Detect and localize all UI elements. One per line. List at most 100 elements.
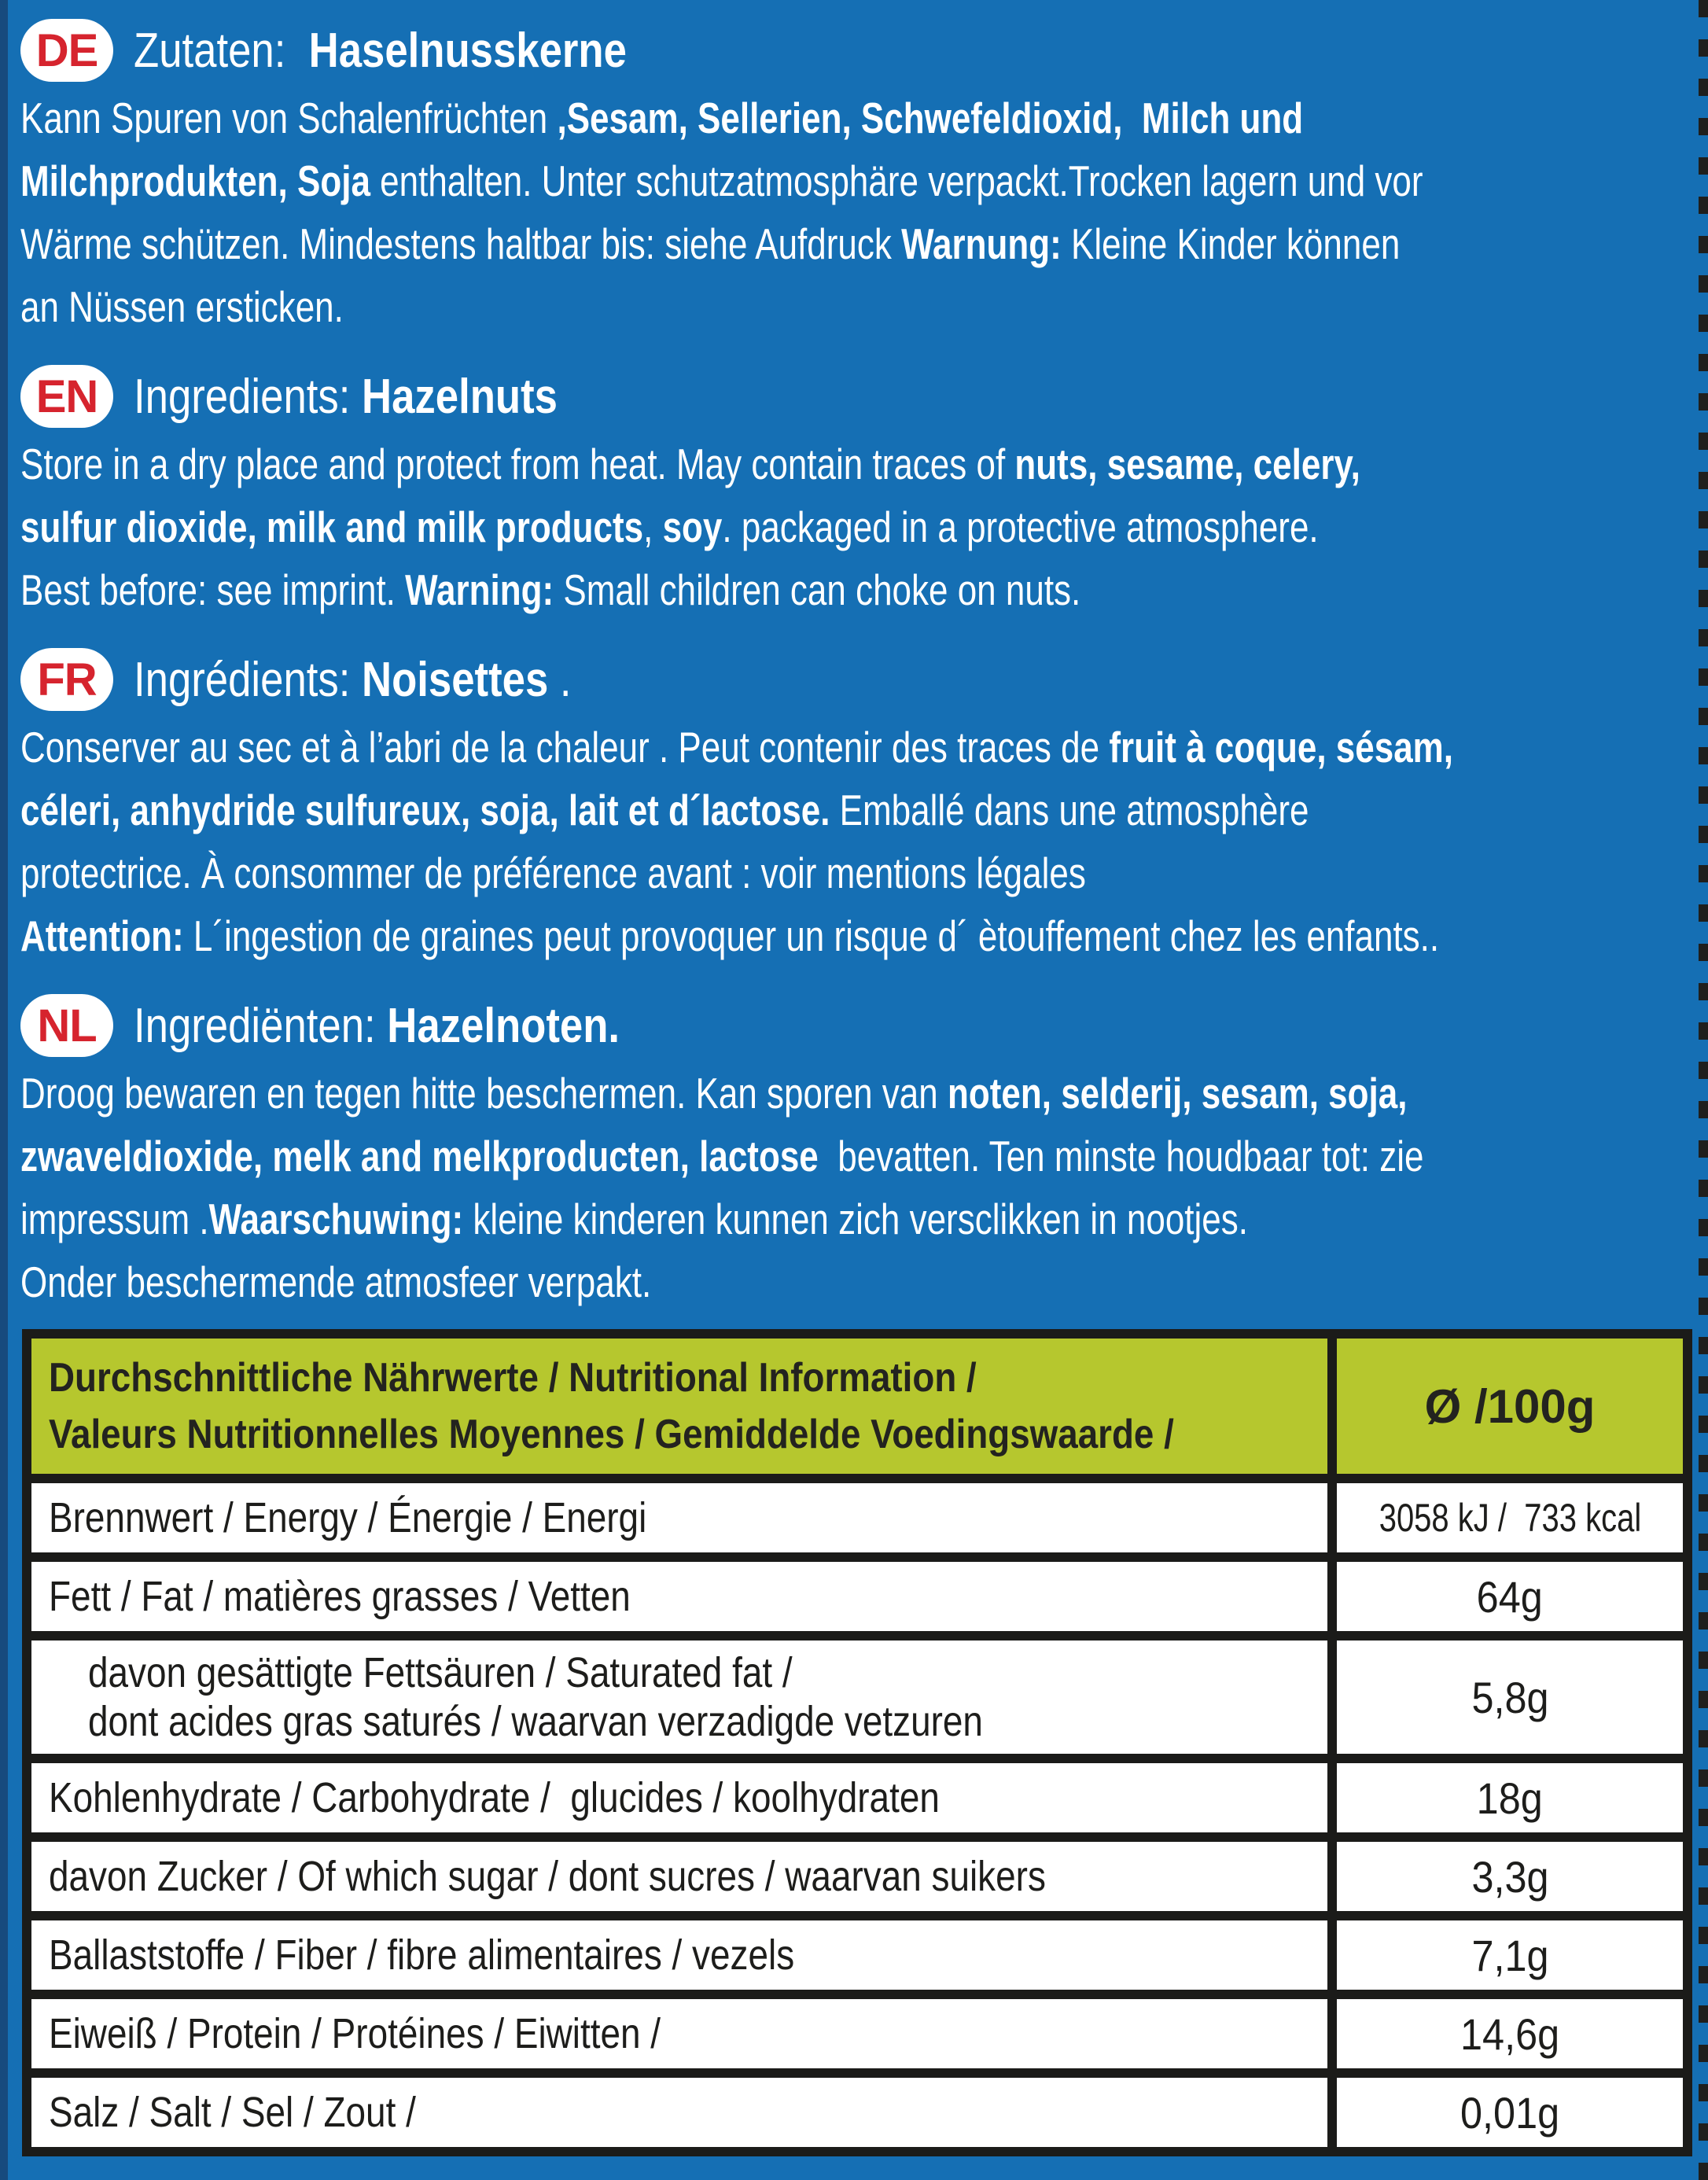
nutrition-value-text: 5,8g xyxy=(1471,1672,1549,1722)
nutrition-value: 3058 kJ / 733 kcal xyxy=(1327,1483,1683,1552)
bold-text-run: Hazelnuts xyxy=(362,369,558,424)
nutrition-value-text: 64g xyxy=(1476,1571,1544,1622)
ingredient-paragraph-line: Milchprodukten, Soja enthalten. Unter sc… xyxy=(20,149,1423,212)
heading-row-en: EN Ingredients: Hazelnuts xyxy=(20,360,1688,433)
text-run: , xyxy=(643,503,663,551)
text-run: Store in a dry place and protect from he… xyxy=(20,440,1015,488)
ingredients-heading: Ingrédients: Noisettes . xyxy=(134,652,572,708)
ingredient-paragraph-line: Kann Spuren von Schalenfrüchten ,Sesam, … xyxy=(20,87,1354,149)
bold-text-run: ,Sesam, Sellerien, Schwefeldioxid, Milch… xyxy=(557,94,1304,142)
text-run: bevatten. Ten minste houdbaar tot: zie xyxy=(818,1132,1424,1180)
text-run: Wärme schützen. Mindestens haltbar bis: … xyxy=(20,219,902,268)
heading-row-nl: NL Ingrediënten: Hazelnoten. xyxy=(20,989,1688,1062)
section-fr: FR Ingrédients: Noisettes . Conserver au s… xyxy=(20,643,1688,967)
nutrition-value: 7,1g xyxy=(1327,1920,1683,1990)
nutrition-header-line-1: Durchschnittliche Nährwerte / Nutritiona… xyxy=(49,1355,977,1401)
text-run: Droog bewaren en tegen hitte beschermen.… xyxy=(20,1069,948,1118)
text-run: Best before: see imprint. xyxy=(20,565,406,614)
bold-text-run: céleri, anhydride sulfureux, soja, lait … xyxy=(20,786,830,834)
nutrition-value-text: 18g xyxy=(1476,1773,1544,1823)
ingredients-heading: Ingrediënten: Hazelnoten. xyxy=(134,998,620,1054)
text-run: L´ingestion de graines peut provoquer un… xyxy=(183,911,1440,960)
nutrition-value-text: 3058 kJ / 733 kcal xyxy=(1379,1496,1641,1540)
nutrition-header-line-2: Valeurs Nutritionnelles Moyennes / Gemid… xyxy=(49,1412,1174,1457)
nutrition-label: Brennwert / Energy / Énergie / Energi xyxy=(31,1483,1327,1552)
ingredient-paragraph-line: an Nüssen ersticken. xyxy=(20,275,1354,338)
text-run: enthalten. Unter schutzatmosphäre verpac… xyxy=(370,157,1423,205)
text-run: Ingrédients: xyxy=(134,652,363,707)
ingredient-paragraph-line: Wärme schützen. Mindestens haltbar bis: … xyxy=(20,212,1400,275)
nutrition-row: davon Zucker / Of which sugar / dont suc… xyxy=(31,1832,1683,1911)
ingredient-paragraph-line: Onder beschermende atmosfeer verpakt. xyxy=(20,1250,1354,1313)
text-run: Small children can choke on nuts. xyxy=(554,565,1081,614)
ingredient-paragraph-line: Conserver au sec et à l’abri de la chale… xyxy=(20,716,1453,779)
ingredient-paragraph-line: Droog bewaren en tegen hitte beschermen.… xyxy=(20,1062,1407,1125)
ingredient-paragraph-line: Best before: see imprint. Warning: Small… xyxy=(20,558,1354,621)
nutrition-value: 0,01g xyxy=(1327,2078,1683,2147)
text-run: Conserver au sec et à l’abri de la chale… xyxy=(20,723,1110,771)
nutrition-value-text: 3,3g xyxy=(1471,1851,1549,1902)
nutrition-table: Durchschnittliche Nährwerte / Nutritiona… xyxy=(22,1329,1692,2156)
nutrition-value: 18g xyxy=(1327,1763,1683,1832)
text-run: kleine kinderen kunnen zich versclikken … xyxy=(463,1195,1248,1243)
nutrition-value-text: 14,6g xyxy=(1460,2009,1560,2059)
bold-text-run: Noisettes xyxy=(362,652,549,707)
nutrition-row: Ballaststoffe / Fiber / fibre alimentair… xyxy=(31,1911,1683,1990)
bold-text-run: zwaveldioxide, melk and melkproducten, l… xyxy=(20,1132,819,1180)
ingredient-paragraph-line: sulfur dioxide, milk and milk products, … xyxy=(20,495,1354,558)
text-run: Zutaten: xyxy=(134,23,309,78)
bold-text-run: Warning: xyxy=(405,565,554,614)
section-de: DE Zutaten: Haselnusskerne Kann Spuren von… xyxy=(20,14,1688,338)
nutrition-label-line: Salz / Salt / Sel / Zout / xyxy=(49,2089,416,2136)
nutrition-label: davon gesättigte Fettsäuren / Saturated … xyxy=(31,1641,1327,1754)
text-run: Onder beschermende atmosfeer verpakt. xyxy=(20,1258,652,1306)
nutrition-header-title: Durchschnittliche Nährwerte / Nutritiona… xyxy=(31,1339,1327,1474)
left-edge-strip xyxy=(0,0,8,2180)
bold-text-run: noten, selderij, sesam, soja, xyxy=(947,1069,1408,1118)
lang-badge-nl: NL xyxy=(20,994,113,1057)
nutrition-label-line: dont acides gras saturés / waarvan verza… xyxy=(88,1698,983,1745)
bold-text-run: nuts, sesame, celery, xyxy=(1014,440,1360,488)
nutrition-label: Ballaststoffe / Fiber / fibre alimentair… xyxy=(31,1920,1327,1990)
bold-text-run: sulfur dioxide, milk and milk products xyxy=(20,503,644,551)
ingredient-paragraph-line: protectrice. À consommer de préférence a… xyxy=(20,841,1354,904)
nutrition-value: 14,6g xyxy=(1327,1999,1683,2068)
nutrition-value: 64g xyxy=(1327,1562,1683,1631)
nutrition-label-line: Kohlenhydrate / Carbohydrate / glucides … xyxy=(49,1774,940,1821)
bold-text-run: Waarschuwing: xyxy=(208,1195,464,1243)
bold-text-run: Haselnusskerne xyxy=(308,23,627,78)
nutrition-label-line: davon gesättigte Fettsäuren / Saturated … xyxy=(88,1649,793,1696)
section-nl: NL Ingrediënten: Hazelnoten. Droog bewaren… xyxy=(20,989,1688,1313)
ingredient-paragraph-line: Attention: L´ingestion de graines peut p… xyxy=(20,904,1439,967)
nutrition-row: Brennwert / Energy / Énergie / Energi 305… xyxy=(31,1474,1683,1552)
nutrition-row: Eiweiß / Protein / Protéines / Eiwitten … xyxy=(31,1990,1683,2068)
nutrition-label: davon Zucker / Of which sugar / dont suc… xyxy=(31,1842,1327,1911)
text-run: Ingrediënten: xyxy=(134,998,388,1053)
ingredient-paragraph-line: zwaveldioxide, melk and melkproducten, l… xyxy=(20,1125,1423,1188)
nutrition-row: davon gesättigte Fettsäuren / Saturated … xyxy=(31,1631,1683,1754)
section-en: EN Ingredients: Hazelnuts Store in a dry p… xyxy=(20,360,1688,621)
bold-text-run: Milchprodukten, Soja xyxy=(20,157,370,205)
nutrition-value-text: 0,01g xyxy=(1460,2087,1560,2138)
nutrition-label-line: Fett / Fat / matières grasses / Vetten xyxy=(49,1573,631,1620)
ingredients-sections: DE Zutaten: Haselnusskerne Kann Spuren von… xyxy=(20,0,1688,1313)
nutrition-label: Eiweiß / Protein / Protéines / Eiwitten … xyxy=(31,1999,1327,2068)
text-run: Emballé dans une atmosphère xyxy=(830,786,1309,834)
lang-badge-de: DE xyxy=(20,19,113,82)
nutrition-table-header: Durchschnittliche Nährwerte / Nutritiona… xyxy=(31,1339,1683,1474)
nutrition-label-line: davon Zucker / Of which sugar / dont suc… xyxy=(49,1853,1046,1900)
per-100g-label: Ø /100g xyxy=(1424,1379,1596,1433)
heading-row-de: DE Zutaten: Haselnusskerne xyxy=(20,14,1688,87)
right-perforation-dashes xyxy=(1699,0,1708,2180)
nutrition-row: Fett / Fat / matières grasses / Vetten 64… xyxy=(31,1552,1683,1631)
nutrition-label-line: Eiweiß / Protein / Protéines / Eiwitten … xyxy=(49,2010,661,2057)
text-run: Kleine Kinder können xyxy=(1061,219,1401,268)
nutrition-label: Fett / Fat / matières grasses / Vetten xyxy=(31,1562,1327,1631)
nutrition-label-line: Ballaststoffe / Fiber / fibre alimentair… xyxy=(49,1931,795,1979)
ingredient-paragraph-line: impressum . Waarschuwing: kleine kinderen… xyxy=(20,1188,1354,1250)
nutrition-row: Salz / Salt / Sel / Zout / 0,01g xyxy=(31,2068,1683,2147)
bold-text-run: Hazelnoten. xyxy=(387,998,620,1053)
lang-badge-fr: FR xyxy=(20,648,113,711)
bold-text-run: Warnung: xyxy=(901,219,1062,268)
